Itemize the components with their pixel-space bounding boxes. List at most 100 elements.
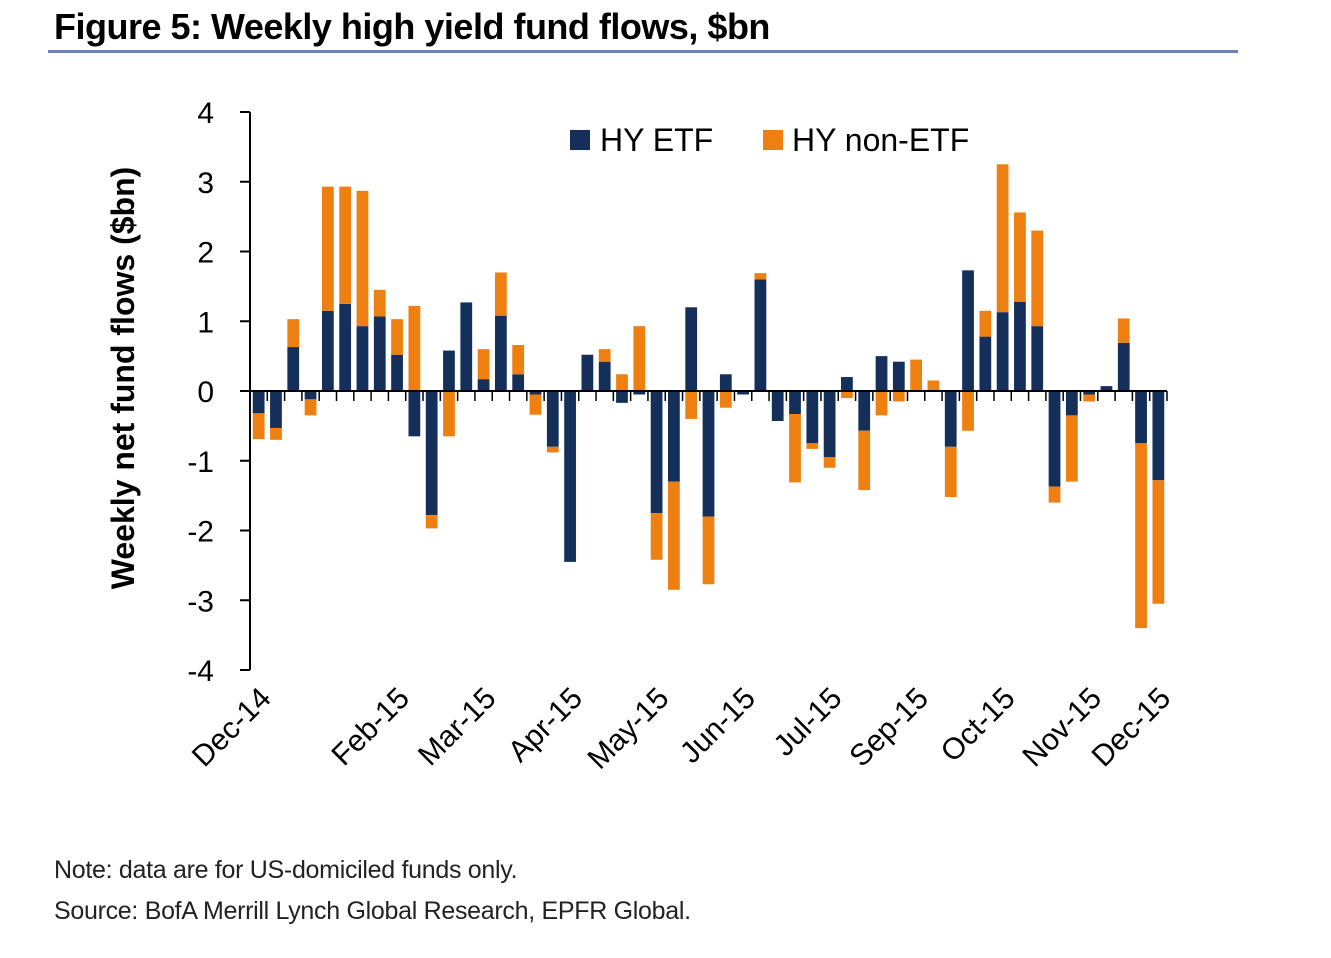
legend-label-hy-etf: HY ETF xyxy=(600,122,713,158)
y-tick-label: -2 xyxy=(187,516,214,549)
bar-hy-etf xyxy=(962,270,974,391)
bar-hy-non-etf xyxy=(270,427,282,440)
bar-hy-non-etf xyxy=(339,186,352,304)
bar-hy-non-etf xyxy=(650,513,663,560)
bar-hy-etf xyxy=(668,391,680,482)
y-tick-label: -3 xyxy=(187,585,214,618)
bar-hy-non-etf xyxy=(1031,230,1044,327)
bar-hy-etf xyxy=(494,315,507,391)
bar-hy-etf xyxy=(737,391,749,395)
bar-hy-etf xyxy=(858,391,871,431)
bar-hy-non-etf xyxy=(823,457,836,468)
bar-hy-non-etf xyxy=(841,391,853,398)
bar-hy-etf xyxy=(616,391,628,403)
x-tick-label: Feb-15 xyxy=(325,682,416,773)
bar-hy-etf xyxy=(321,310,334,391)
bar-hy-non-etf xyxy=(1048,486,1061,503)
x-tick-label: Mar-15 xyxy=(412,682,503,773)
bar-hy-non-etf xyxy=(927,380,940,391)
bar-hy-etf xyxy=(460,302,473,391)
bar-hy-etf xyxy=(373,316,386,391)
bar-hy-non-etf xyxy=(477,349,490,380)
x-tick-label: Jul-15 xyxy=(767,682,848,763)
bar-hy-etf xyxy=(512,374,525,391)
bar-hy-etf xyxy=(391,354,403,391)
bar-hy-etf xyxy=(892,361,905,391)
y-tick-label: -1 xyxy=(187,446,214,479)
bar-hy-non-etf xyxy=(754,273,767,280)
bar-hy-non-etf xyxy=(1065,415,1078,482)
bar-hy-etf xyxy=(875,356,888,392)
bar-hy-non-etf xyxy=(529,394,542,415)
bar-hy-non-etf xyxy=(1117,318,1130,343)
bar-hy-non-etf xyxy=(425,515,438,529)
bar-hy-etf xyxy=(650,391,663,514)
bar-hy-non-etf xyxy=(304,399,317,416)
bar-hy-etf xyxy=(564,391,576,562)
y-tick-label: -4 xyxy=(187,655,214,688)
bar-hy-non-etf xyxy=(668,481,680,590)
bar-hy-non-etf xyxy=(996,164,1009,313)
bars-layer xyxy=(252,164,1165,629)
bar-hy-non-etf xyxy=(252,413,265,440)
bar-hy-etf xyxy=(979,336,992,391)
bar-hy-etf xyxy=(944,391,957,447)
bar-hy-etf xyxy=(754,279,767,391)
bar-hy-etf xyxy=(806,391,819,444)
y-tick-label: 0 xyxy=(197,376,214,409)
legend-swatch-hy-non-etf xyxy=(763,130,783,150)
bar-hy-non-etf xyxy=(858,430,871,491)
bar-hy-etf xyxy=(1014,301,1026,391)
bar-hy-etf xyxy=(1117,342,1130,391)
bar-hy-etf xyxy=(477,379,490,391)
bar-hy-non-etf xyxy=(391,319,403,355)
x-tick-label: Apr-15 xyxy=(502,682,589,769)
note-text: Note: data are for US-domiciled funds on… xyxy=(54,856,518,884)
bar-hy-etf xyxy=(425,391,438,516)
legend-swatch-hy-etf xyxy=(570,130,590,150)
bar-hy-etf xyxy=(1031,326,1044,391)
figure-title: Figure 5: Weekly high yield fund flows, … xyxy=(54,6,770,47)
x-tick-label: Jun-15 xyxy=(674,682,762,770)
bar-hy-etf xyxy=(443,350,455,391)
bar-hy-etf xyxy=(1135,391,1147,444)
y-tick-label: 1 xyxy=(197,306,214,339)
bar-hy-non-etf xyxy=(494,272,507,316)
y-tick-label: 4 xyxy=(197,97,214,130)
bar-hy-non-etf xyxy=(892,391,905,402)
y-axis-label: Weekly net fund flows ($bn) xyxy=(105,167,141,590)
bar-hy-non-etf xyxy=(685,391,698,419)
bar-hy-etf xyxy=(1152,391,1165,481)
bar-hy-non-etf xyxy=(373,289,386,317)
bar-hy-etf xyxy=(996,312,1009,391)
bar-hy-etf xyxy=(304,391,317,400)
bar-hy-etf xyxy=(685,307,698,391)
bar-hy-non-etf xyxy=(616,374,628,391)
bar-hy-non-etf xyxy=(944,446,957,498)
bar-hy-etf xyxy=(719,374,732,391)
x-tick-label: Oct-15 xyxy=(935,682,1022,769)
bar-hy-non-etf xyxy=(321,186,334,311)
bar-hy-etf xyxy=(252,391,265,414)
bar-hy-non-etf xyxy=(443,391,455,437)
bar-hy-etf xyxy=(581,354,594,391)
y-tick-label: 2 xyxy=(197,237,214,270)
bar-hy-etf xyxy=(789,391,801,415)
bar-hy-etf xyxy=(546,391,559,447)
bar-hy-non-etf xyxy=(789,414,801,483)
bar-hy-non-etf xyxy=(702,516,715,585)
bar-hy-etf xyxy=(270,391,282,428)
bar-hy-non-etf xyxy=(875,391,888,416)
legend-label-hy-non-etf: HY non-ETF xyxy=(792,122,969,158)
bar-hy-non-etf xyxy=(598,349,611,362)
bar-hy-non-etf xyxy=(806,443,819,449)
bar-hy-non-etf xyxy=(287,319,300,348)
bar-hy-etf xyxy=(339,303,352,391)
bar-hy-non-etf xyxy=(719,391,732,408)
x-tick-label: Sep-15 xyxy=(843,682,935,774)
bar-hy-non-etf xyxy=(546,446,559,453)
bar-hy-etf xyxy=(1100,386,1113,391)
bar-hy-non-etf xyxy=(1083,394,1096,402)
